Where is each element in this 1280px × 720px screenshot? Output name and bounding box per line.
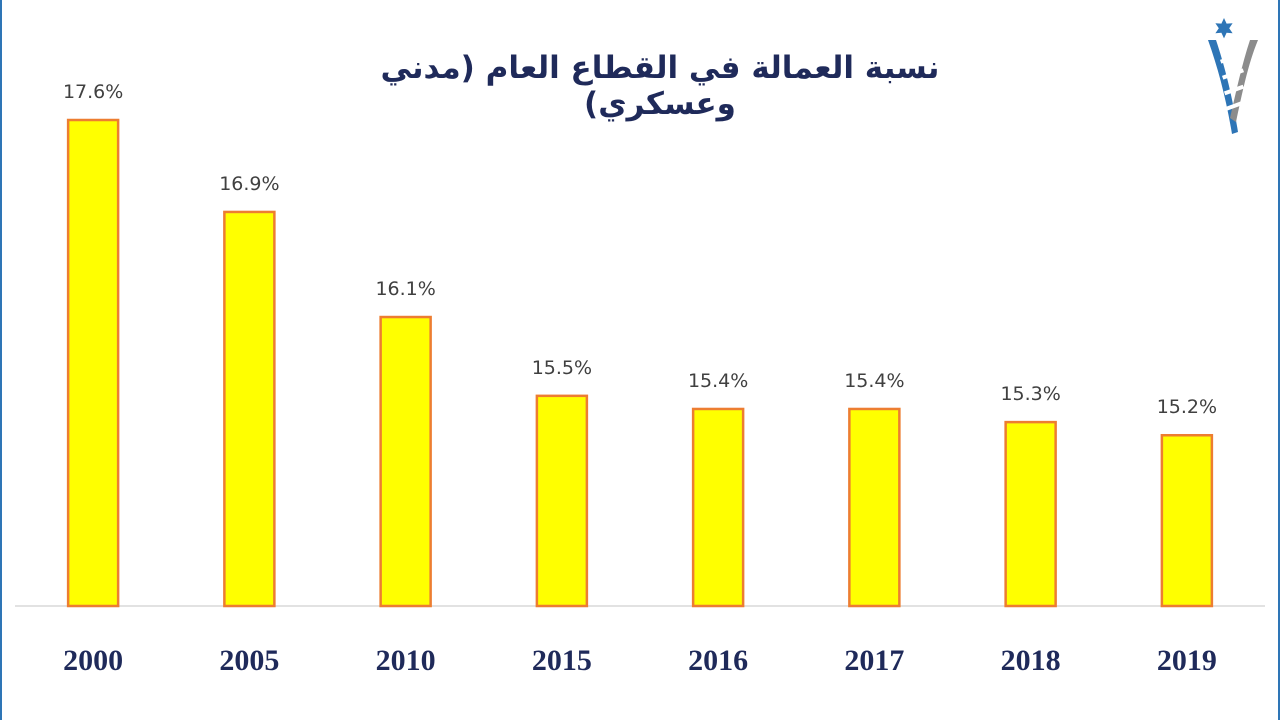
category-label-2010: 2010	[376, 644, 436, 677]
value-label-2017: 15.4%	[844, 370, 904, 392]
jordan-star-emblem-icon	[1208, 18, 1258, 134]
category-label-2015: 2015	[532, 644, 592, 677]
value-labels-group: 17.6% 16.9% 16.1% 15.5% 15.4% 15.4% 15.3% 15.2%	[63, 81, 1217, 418]
value-label-2019: 15.2%	[1157, 396, 1217, 418]
value-label-2010: 16.1%	[375, 278, 435, 300]
bar-2017	[848, 407, 901, 608]
bar-2000	[66, 118, 120, 608]
bar-2015	[535, 394, 589, 608]
category-labels-group: 2000 2005 2010 2015 2016 2017 2018 2019	[63, 644, 1217, 677]
value-label-2015: 15.5%	[532, 357, 592, 379]
bar-2019	[1160, 433, 1214, 608]
category-label-2016: 2016	[688, 644, 748, 677]
value-label-2000: 17.6%	[63, 81, 123, 103]
bar-2018	[1004, 420, 1057, 608]
value-label-2018: 15.3%	[1000, 383, 1060, 405]
value-label-2005: 16.9%	[219, 173, 279, 195]
category-label-2000: 2000	[63, 644, 123, 677]
bar-2010	[379, 315, 432, 608]
bar-2016	[691, 407, 745, 608]
category-label-2005: 2005	[219, 644, 279, 677]
bar-2005	[223, 210, 276, 608]
chart-title: نسبة العمالة في القطاع العام (مدني وعسكر…	[380, 50, 940, 122]
category-label-2018: 2018	[1001, 644, 1061, 677]
bars-group	[66, 118, 1214, 608]
category-label-2017: 2017	[844, 644, 904, 677]
value-label-2016: 15.4%	[688, 370, 748, 392]
category-label-2019: 2019	[1157, 644, 1217, 677]
